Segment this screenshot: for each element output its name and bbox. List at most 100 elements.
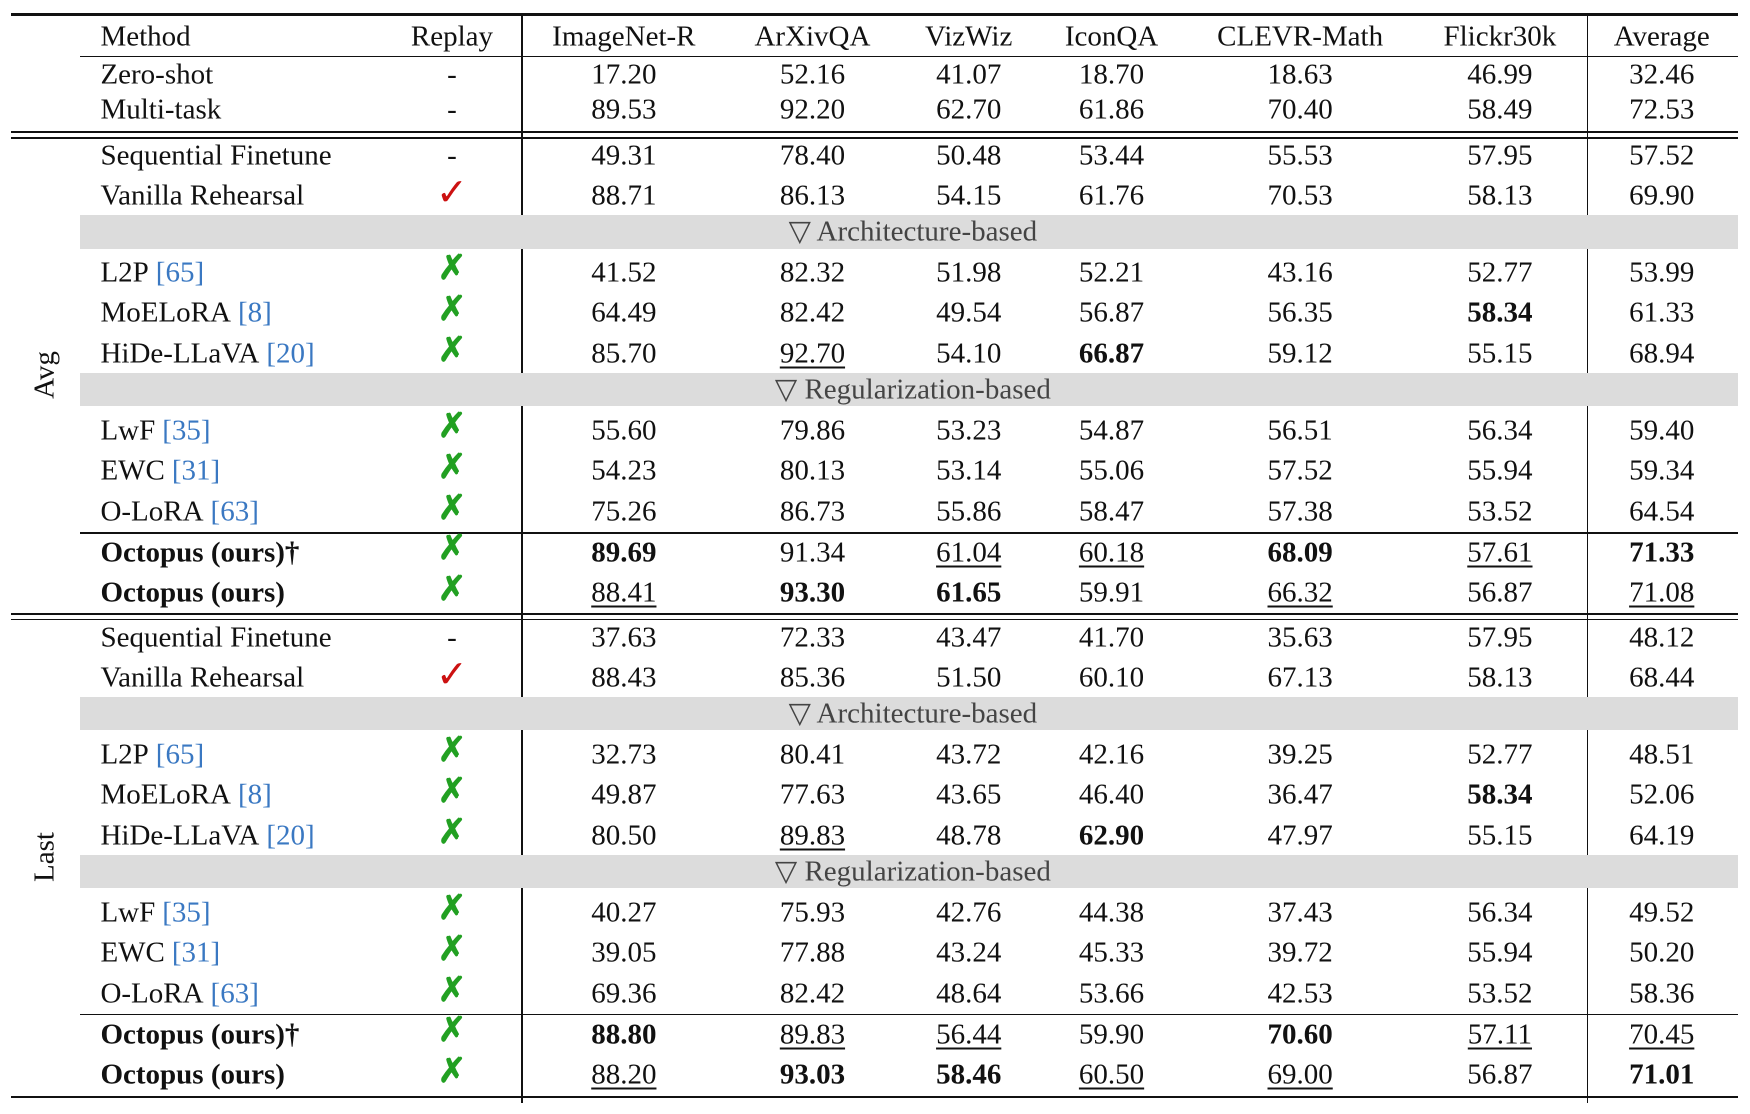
method-name: Multi-task: [100, 93, 222, 126]
value-cell: 67.13: [1267, 661, 1333, 694]
value-cell: 62.90: [1078, 819, 1145, 852]
value-cell: 89.69: [591, 536, 657, 569]
value-cell: 89.53: [591, 93, 657, 126]
value-cell: 42.16: [1078, 738, 1145, 771]
replay-cell: ✗: [437, 930, 467, 968]
replay-cell: ✗: [437, 449, 467, 487]
value-cell: 54.23: [591, 454, 657, 487]
value-cell: 17.20: [591, 58, 657, 91]
value-cell: 57.38: [1267, 495, 1333, 528]
value-cell: 57.95: [1467, 621, 1533, 654]
value-cell: 52.06: [1629, 778, 1695, 811]
value-cell: 66.32: [1267, 576, 1333, 609]
value-cell: 58.47: [1078, 495, 1145, 528]
value-cell: 49.54: [936, 296, 1002, 329]
value-cell: 88.43: [591, 661, 657, 694]
value-cell: 49.87: [591, 778, 657, 811]
value-cell: 42.76: [936, 896, 1002, 929]
value-cell: 80.50: [591, 819, 657, 852]
group-band: [80, 696, 1738, 731]
replay-cell: ✗: [437, 291, 467, 329]
value-cell: 53.52: [1467, 977, 1533, 1010]
value-cell: 36.47: [1267, 778, 1333, 811]
value-cell: 54.87: [1078, 414, 1145, 447]
method-cell: HiDe-LLaVA [20]: [100, 339, 314, 369]
value-cell: 58.36: [1629, 977, 1695, 1010]
replay-cell: -: [447, 621, 457, 654]
value-cell: 92.20: [779, 93, 846, 126]
value-cell: 60.50: [1078, 1058, 1145, 1091]
replay-cell: ✗: [437, 250, 467, 288]
method-name: Octopus (ours)†: [100, 536, 300, 569]
value-cell: 58.13: [1467, 179, 1533, 212]
value-cell: 59.91: [1078, 576, 1145, 609]
value-cell: 32.73: [591, 738, 657, 771]
value-cell: 62.70: [936, 93, 1002, 126]
value-cell: 59.34: [1629, 454, 1695, 487]
value-cell: 56.51: [1267, 414, 1333, 447]
value-cell: 58.49: [1467, 93, 1533, 126]
value-cell: 41.52: [591, 256, 657, 289]
rule: [80, 1013, 1738, 1016]
value-cell: 80.13: [779, 454, 846, 487]
value-cell: 37.63: [591, 621, 657, 654]
citation: [31]: [171, 454, 221, 487]
section-label: Avg: [28, 350, 61, 399]
group-title: ▽ Architecture-based: [788, 697, 1038, 730]
rule: [80, 532, 1738, 534]
value-cell: 32.46: [1629, 58, 1695, 91]
value-cell: 64.19: [1629, 819, 1695, 852]
method-cell: Octopus (ours): [100, 1060, 284, 1090]
value-cell: 58.46: [936, 1058, 1002, 1091]
replay-cell: ✗: [437, 1012, 467, 1050]
value-cell: 78.40: [779, 139, 846, 172]
value-cell: 88.41: [591, 576, 657, 609]
value-cell: 56.34: [1467, 896, 1533, 929]
header-cell: Flickr30k: [1443, 20, 1557, 53]
value-cell: 52.21: [1078, 256, 1145, 289]
value-cell: 35.63: [1267, 621, 1333, 654]
value-cell: 43.47: [936, 621, 1002, 654]
value-cell: 79.86: [779, 414, 846, 447]
value-cell: 41.70: [1078, 621, 1145, 654]
rule: [11, 131, 1738, 133]
citation: [20]: [266, 819, 315, 852]
method-cell: Vanilla Rehearsal: [100, 663, 304, 693]
header-cell: CLEVR-Math: [1217, 20, 1384, 53]
citation: [35]: [162, 896, 211, 929]
method-name: HiDe-LLaVA: [100, 819, 260, 852]
value-cell: 43.24: [936, 936, 1002, 969]
value-cell: 53.14: [936, 454, 1002, 487]
value-cell: 82.42: [779, 977, 846, 1010]
method-name: Octopus (ours)†: [100, 1018, 300, 1051]
method-name: O-LoRA: [100, 495, 204, 528]
citation: [35]: [162, 414, 211, 447]
value-cell: 53.23: [936, 414, 1002, 447]
value-cell: 54.15: [936, 179, 1002, 212]
citation: [63]: [210, 977, 259, 1010]
method-cell: L2P [65]: [100, 258, 204, 287]
group-band: [80, 215, 1738, 249]
method-cell: LwF [35]: [100, 898, 210, 927]
method-cell: Octopus (ours)†: [100, 1020, 299, 1049]
value-cell: 56.35: [1267, 296, 1333, 329]
value-cell: 71.01: [1629, 1058, 1695, 1091]
value-cell: 59.40: [1629, 414, 1695, 447]
value-cell: 89.83: [779, 819, 846, 852]
value-cell: 56.87: [1467, 576, 1533, 609]
citation: [65]: [155, 738, 205, 771]
rule: [11, 13, 1738, 16]
rule: [11, 613, 1738, 615]
value-cell: 52.77: [1467, 738, 1533, 771]
replay-cell: -: [447, 58, 457, 91]
method-name: MoELoRA: [100, 778, 231, 811]
rule: [11, 137, 1738, 139]
value-cell: 60.10: [1078, 661, 1145, 694]
header-cell: Average: [1613, 20, 1710, 53]
value-cell: 75.26: [591, 495, 657, 528]
replay-cell: ✗: [437, 570, 467, 608]
replay-cell: ✗: [437, 890, 467, 928]
group-band: [80, 373, 1738, 407]
method-name: Octopus (ours): [100, 576, 285, 609]
replay-cell: ✓: [436, 172, 468, 215]
